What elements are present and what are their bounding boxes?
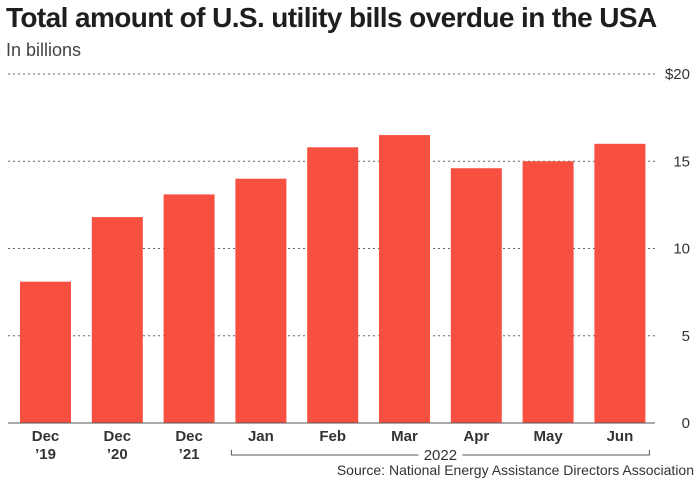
bar — [92, 217, 143, 423]
y-tick-label: 10 — [673, 241, 690, 258]
bar — [235, 179, 286, 423]
bar — [594, 144, 645, 423]
x-tick-label: May — [534, 428, 564, 445]
bar — [523, 161, 574, 423]
bar — [164, 194, 215, 423]
x-tick-label: ’21 — [179, 446, 200, 463]
bar-chart: 051015$20Dec’19Dec’20Dec’21Jan Feb Mar Apr M… — [0, 0, 700, 484]
y-tick-label: $20 — [665, 66, 690, 83]
bar — [451, 168, 502, 423]
y-tick-label: 5 — [682, 328, 690, 345]
x-tick-label: Jan — [248, 428, 274, 445]
bar — [20, 282, 71, 423]
bar — [379, 135, 430, 423]
x-tick-label: Mar — [391, 428, 418, 445]
x-tick-label: Jun — [607, 428, 634, 445]
x-tick-label: ’19 — [35, 446, 56, 463]
x-tick-label: Apr — [463, 428, 489, 445]
x-tick-label: Dec — [104, 428, 132, 445]
y-tick-label: 15 — [673, 153, 690, 170]
x-tick-label: Feb — [319, 428, 346, 445]
x-tick-label: Dec — [175, 428, 203, 445]
x-tick-label: ’20 — [107, 446, 128, 463]
x-tick-label: Dec — [32, 428, 60, 445]
bar — [307, 147, 358, 423]
y-tick-label: 0 — [682, 415, 690, 432]
source-note: Source: National Energy Assistance Direc… — [337, 462, 694, 478]
